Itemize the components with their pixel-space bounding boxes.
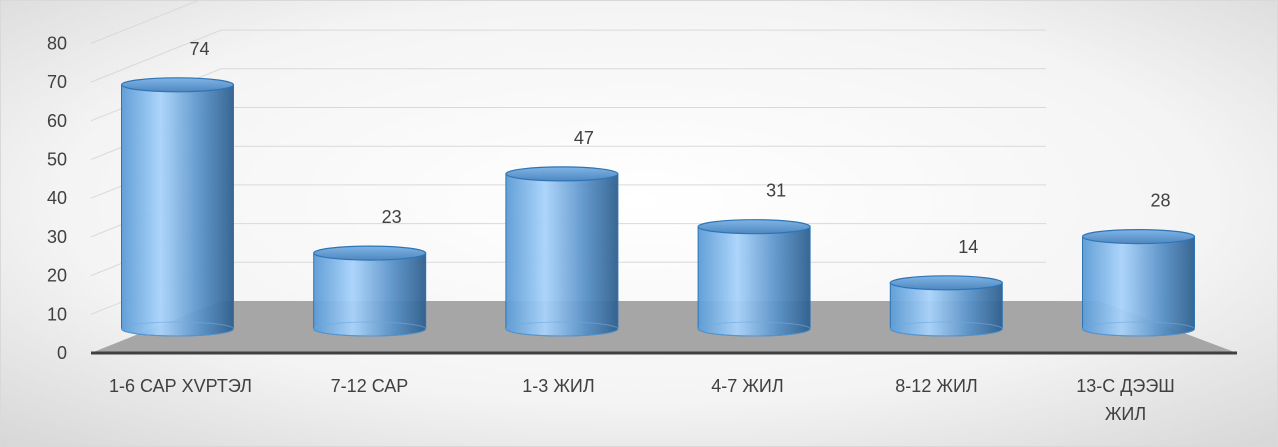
data-label: 47 xyxy=(574,128,594,148)
y-tick-label: 10 xyxy=(47,304,67,324)
data-label: 31 xyxy=(766,181,786,201)
cylinder-bar xyxy=(697,219,811,337)
cylinder-cap xyxy=(1081,229,1196,245)
cylinder-body xyxy=(505,173,619,337)
cylinder-base xyxy=(313,321,427,337)
cylinder-body xyxy=(889,282,1003,337)
cylinder-bar xyxy=(889,275,1003,337)
y-tick-label: 30 xyxy=(47,227,67,247)
cylinder-base xyxy=(697,321,811,337)
cylinder-cap xyxy=(889,275,1003,291)
x-tick-label: 1-3 ЖИЛ xyxy=(522,376,594,396)
cylinder-base xyxy=(505,321,619,337)
y-tick-label: 0 xyxy=(57,343,67,363)
y-tick-label: 50 xyxy=(47,150,67,170)
cylinder-body xyxy=(697,226,811,337)
data-label: 74 xyxy=(189,39,209,59)
data-label: 28 xyxy=(1150,191,1170,211)
data-label: 14 xyxy=(958,237,978,257)
x-tick-label: ЖИЛ xyxy=(1105,404,1146,424)
cylinder-base xyxy=(889,321,1003,337)
x-tick-label: 7-12 САР xyxy=(331,376,409,396)
data-label: 23 xyxy=(382,207,402,227)
x-tick-label: 1-6 САР ХVРТЭЛ xyxy=(109,376,252,396)
y-tick-label: 20 xyxy=(47,266,67,286)
x-tick-label: 4-7 ЖИЛ xyxy=(711,376,783,396)
cylinder-body xyxy=(1082,236,1195,337)
cylinder-body xyxy=(121,84,234,337)
cylinder-cap xyxy=(505,166,619,182)
cylinder-base xyxy=(121,321,234,337)
y-tick-label: 60 xyxy=(47,111,67,131)
cylinder-base xyxy=(1082,321,1195,337)
cylinder-cap xyxy=(697,219,811,235)
chart-floor xyxy=(91,301,1237,353)
cylinder-cap xyxy=(313,245,427,261)
cylinder-bar xyxy=(505,166,619,337)
cylinder-bar xyxy=(313,245,427,337)
gridline xyxy=(90,1,199,44)
y-tick-label: 80 xyxy=(47,33,67,53)
x-tick-label: 13-С ДЭЭШ xyxy=(1076,376,1175,396)
x-tick-label: 8-12 ЖИЛ xyxy=(895,376,977,396)
y-tick-label: 40 xyxy=(47,188,67,208)
y-tick-label: 70 xyxy=(47,72,67,92)
cylinder-bar xyxy=(120,77,235,337)
gridline xyxy=(90,29,1046,83)
cylinder-cap xyxy=(120,77,235,93)
cylinder-bar xyxy=(1081,229,1196,337)
